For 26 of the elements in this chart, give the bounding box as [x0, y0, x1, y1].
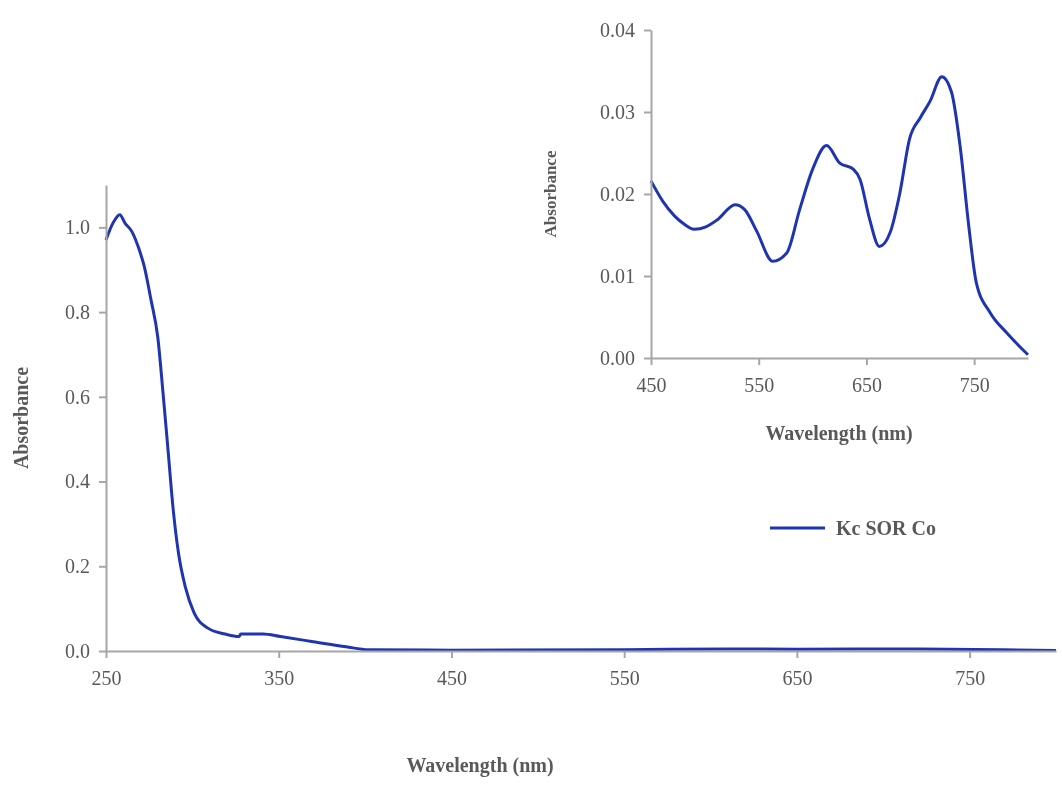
y-tick-label: 0.0: [65, 639, 90, 662]
x-tick-label: 750: [955, 667, 986, 689]
y-tick-label: 0.8: [65, 300, 90, 323]
y-tick-label: 0.03: [600, 100, 635, 123]
y-tick-label: 0.02: [600, 182, 635, 205]
x-axis-title: Wavelength (nm): [765, 422, 913, 445]
x-tick-label: 650: [782, 667, 813, 689]
y-tick-label: 0.2: [65, 555, 90, 578]
x-axis-title: Wavelength (nm): [406, 754, 554, 777]
x-tick-label: 550: [609, 667, 640, 689]
x-tick-label: 450: [636, 374, 667, 396]
y-axis-title: Absorbance: [541, 150, 560, 238]
y-tick-label: 0.04: [600, 18, 635, 41]
y-tick-label: 0.01: [600, 264, 635, 287]
y-tick-label: 0.00: [600, 346, 635, 369]
y-tick-label: 0.4: [65, 470, 90, 493]
x-tick-label: 650: [851, 374, 882, 396]
y-axis-title: Absorbance: [10, 366, 32, 470]
x-tick-label: 250: [91, 667, 122, 689]
y-tick-label: 1.0: [65, 216, 90, 239]
x-tick-label: 450: [436, 667, 467, 689]
y-tick-label: 0.6: [65, 385, 90, 408]
x-tick-label: 550: [744, 374, 775, 396]
x-tick-label: 350: [264, 667, 295, 689]
x-tick-label: 750: [959, 374, 990, 396]
legend-label: Kc SOR Co: [836, 517, 936, 539]
